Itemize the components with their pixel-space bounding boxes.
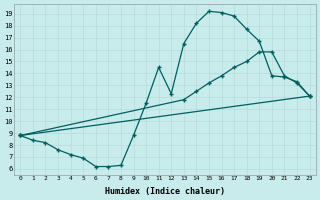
X-axis label: Humidex (Indice chaleur): Humidex (Indice chaleur)	[105, 187, 225, 196]
